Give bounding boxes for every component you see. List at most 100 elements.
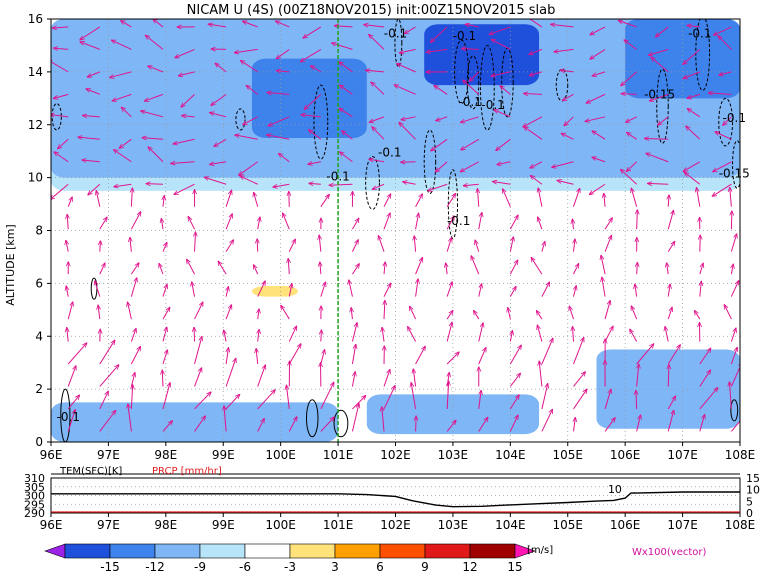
wind-vector: [478, 348, 486, 365]
wind-vector: [121, 21, 132, 28]
wind-vector: [541, 338, 553, 365]
x-tick-label: 99E: [212, 448, 235, 462]
wind-vector: [111, 40, 132, 50]
wind-vector: [352, 264, 359, 275]
wind-vector: [286, 385, 290, 410]
wind-vector: [489, 26, 511, 35]
x-tick-label: 100E: [265, 448, 296, 462]
wind-vector: [573, 372, 585, 387]
temperature-line: [51, 491, 740, 508]
wind-vector: [667, 345, 680, 365]
wind-vector: [329, 184, 353, 185]
wind-vector: [351, 344, 355, 365]
wind-vector: [604, 218, 612, 230]
surface-x-tick-label: 105E: [553, 518, 584, 532]
wind-vector: [509, 395, 519, 410]
wind-vector: [303, 26, 322, 38]
wind-vector: [383, 194, 391, 207]
colorbar-swatch: [199, 543, 246, 559]
wind-vector: [538, 217, 543, 230]
wind-vector: [128, 404, 132, 432]
wind-vector: [99, 340, 115, 365]
wind-vector: [153, 19, 164, 28]
wind-vector: [539, 361, 543, 387]
wind-vector: [631, 306, 638, 320]
x-tick-label: 106E: [610, 448, 641, 462]
wind-vector: [58, 138, 69, 149]
wind-vector: [646, 153, 669, 163]
wind-vector: [401, 116, 416, 120]
wind-vector: [414, 236, 415, 252]
wind-vector: [371, 82, 385, 95]
colorbar-label: 6: [376, 560, 384, 574]
wind-vector: [372, 183, 385, 189]
wind-vector: [730, 187, 732, 207]
wind-vector: [99, 391, 108, 410]
surface-left-tick-label: 295: [24, 498, 45, 511]
wind-vector: [372, 127, 385, 140]
wind-vector: [411, 383, 417, 410]
wind-vector: [226, 348, 228, 365]
wind-vector: [524, 127, 543, 140]
wind-vector: [530, 161, 543, 168]
wind-vector: [378, 236, 385, 252]
wind-vector: [130, 263, 139, 275]
wind-vector: [509, 286, 516, 297]
wind-vector: [145, 35, 164, 50]
wind-vector: [718, 36, 732, 50]
contour-positive: [60, 388, 71, 442]
x-tick-label: 96E: [40, 448, 63, 462]
wind-vector: [460, 116, 479, 123]
wind-vector: [731, 264, 733, 275]
wind-vector: [529, 71, 543, 76]
wind-vector: [497, 161, 511, 165]
wind-vector: [477, 189, 478, 207]
y-tick-label: 6: [35, 276, 43, 290]
wind-vector: [730, 362, 740, 387]
wind-vector: [416, 416, 417, 432]
wind-vector: [267, 135, 290, 140]
wind-vector: [369, 34, 385, 50]
contour-negative: [718, 97, 734, 147]
wind-vector: [253, 265, 259, 275]
u-region: [395, 262, 643, 316]
wind-vector: [51, 114, 69, 116]
wind-vector: [67, 366, 76, 387]
wind-vector: [569, 306, 574, 320]
wind-vector: [399, 122, 416, 140]
wind-vector: [308, 162, 321, 165]
wind-vector: [712, 183, 732, 196]
contour-label: -0.1: [57, 410, 80, 424]
contour-negative: [454, 39, 469, 105]
wind-vector: [214, 138, 227, 146]
wind-vector: [257, 365, 266, 387]
surface-x-tick-label: 104E: [495, 518, 526, 532]
wind-vector: [573, 188, 579, 207]
wind-vector: [667, 263, 669, 275]
wind-vector: [436, 116, 448, 121]
wind-vector: [304, 93, 322, 109]
colorbar-swatch: [109, 543, 156, 559]
y-tick-label: 0: [35, 435, 43, 449]
chart-title: NICAM U (4S) (00Z18NOV2015) init:00Z15NO…: [187, 3, 556, 18]
wind-vector: [67, 343, 87, 365]
wind-vector: [541, 384, 548, 410]
wind-vector: [446, 263, 447, 275]
y-axis: 0 2 4 6 8 10 12 14 16: [28, 12, 51, 449]
wind-vector: [194, 368, 202, 387]
u-region: [251, 58, 367, 138]
wind-vector: [234, 48, 258, 52]
wind-vector: [148, 147, 164, 163]
contour-label: -0.1: [453, 29, 476, 43]
wind-vector: [218, 261, 227, 275]
vector-scale-label: Wx100(vector): [632, 547, 707, 558]
wind-vector: [86, 89, 100, 95]
wind-vector: [352, 395, 365, 410]
wind-vector: [51, 183, 69, 199]
wind-vector: [66, 286, 68, 297]
y-tick-label: 12: [28, 118, 43, 132]
colorbar-swatch: [334, 543, 381, 559]
surface-x-tick-label: 103E: [438, 518, 469, 532]
surface-right-tick-label: 0: [746, 507, 753, 520]
